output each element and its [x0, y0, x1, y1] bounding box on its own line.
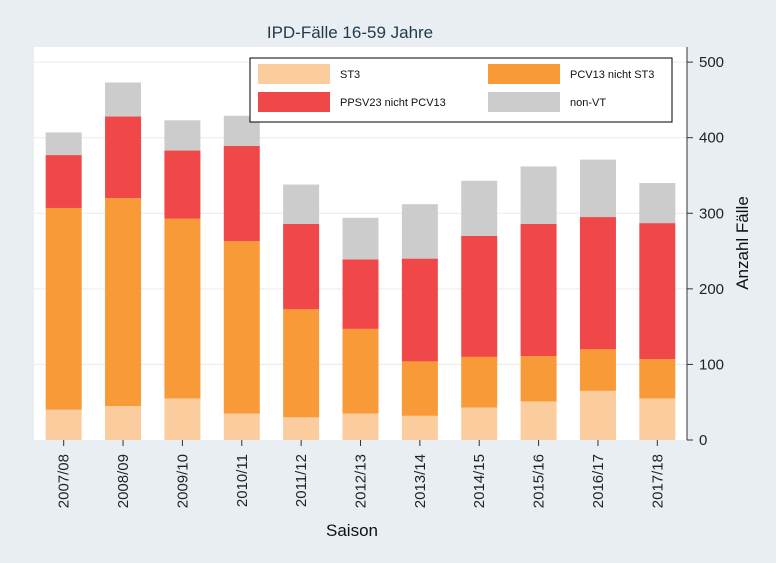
legend-label-2: PPSV23 nicht PCV13: [340, 97, 446, 109]
y-tick-label-400: 400: [699, 130, 724, 147]
bar-2012-13-series-0: [342, 413, 379, 440]
bar-2016-17-series-2: [579, 217, 616, 350]
y-tick-label-100: 100: [699, 356, 724, 373]
bar-2017-18-series-0: [639, 398, 676, 440]
x-tick-label: 2009/10: [174, 454, 191, 508]
y-tick-label-0: 0: [699, 432, 707, 449]
x-tick-label: 2011/12: [293, 454, 310, 507]
legend-swatch-3: [488, 92, 560, 112]
y-axis-ticks: 0 100 200 300 400 500: [687, 54, 724, 449]
legend-label-3: non-VT: [570, 97, 606, 109]
x-tick-label: 2012/13: [353, 454, 370, 508]
x-axis-ticks: 2007/08 2008/09 2009/10 2010/11 2011/12 2012/…: [56, 440, 666, 508]
y-tick-label-200: 200: [699, 281, 724, 298]
bar-2016-17-series-3: [579, 159, 616, 218]
legend: ST3 PCV13 nicht ST3 PPSV23 nicht PCV13 non-…: [249, 57, 673, 123]
bar-2014-15-series-3: [461, 180, 498, 236]
x-tick-label: 2017/18: [649, 454, 666, 508]
bar-2011-12-series-3: [283, 184, 320, 224]
legend-label-1: PCV13 nicht ST3: [570, 69, 654, 81]
bar-2013-14-series-2: [401, 258, 438, 362]
bar-2013-14-series-1: [401, 361, 438, 416]
x-tick-label: 2010/11: [234, 454, 251, 507]
legend-swatch-2: [258, 92, 330, 112]
bar-2011-12-series-1: [283, 309, 320, 418]
y-tick-label-500: 500: [699, 54, 724, 71]
x-axis-title: Saison: [326, 521, 378, 540]
bar-2013-14-series-0: [401, 415, 438, 440]
bar-2007-08-series-3: [45, 132, 82, 156]
legend-label-0: ST3: [340, 69, 360, 81]
chart-title: IPD-Fälle 16-59 Jahre: [267, 23, 433, 42]
bar-2015-16-series-3: [520, 166, 557, 224]
x-tick-label: 2016/17: [590, 454, 607, 508]
bar-2010-11-series-1: [223, 241, 260, 414]
bar-2012-13-series-2: [342, 259, 379, 329]
bar-2009-10-series-0: [164, 398, 201, 440]
bar-2009-10-series-1: [164, 218, 201, 399]
bar-2015-16-series-2: [520, 223, 557, 357]
bar-2008-09-series-2: [105, 116, 142, 199]
bar-2012-13-series-3: [342, 217, 379, 260]
x-tick-label: 2015/16: [531, 454, 548, 508]
bar-2008-09-series-3: [105, 82, 142, 117]
bar-2009-10-series-2: [164, 150, 201, 219]
y-tick-label-300: 300: [699, 205, 724, 222]
bar-2014-15-series-0: [461, 407, 498, 440]
bar-2016-17-series-1: [579, 349, 616, 391]
bar-2013-14-series-3: [401, 204, 438, 259]
bar-2007-08-series-1: [45, 207, 82, 410]
bar-2007-08-series-2: [45, 155, 82, 208]
bar-2017-18-series-1: [639, 359, 676, 399]
bar-2010-11-series-2: [223, 146, 260, 242]
bars: [45, 82, 676, 440]
x-tick-label: 2013/14: [412, 454, 429, 508]
x-tick-label: 2008/09: [115, 454, 132, 508]
bar-2017-18-series-3: [639, 183, 676, 224]
bar-2007-08-series-0: [45, 409, 82, 440]
bar-2008-09-series-1: [105, 198, 142, 406]
bar-2011-12-series-2: [283, 223, 320, 310]
bar-2011-12-series-0: [283, 417, 320, 440]
x-tick-label: 2014/15: [471, 454, 488, 508]
x-tick-label: 2007/08: [56, 454, 73, 508]
bar-2016-17-series-0: [579, 390, 616, 440]
bar-2008-09-series-0: [105, 405, 142, 440]
bar-2014-15-series-2: [461, 235, 498, 357]
legend-swatch-0: [258, 64, 330, 84]
bar-2015-16-series-0: [520, 401, 557, 440]
y-axis-title: Anzahl Fälle: [733, 196, 752, 290]
bar-2014-15-series-1: [461, 356, 498, 408]
bar-2009-10-series-3: [164, 120, 201, 151]
bar-2012-13-series-1: [342, 328, 379, 414]
bar-2017-18-series-2: [639, 223, 676, 360]
legend-swatch-1: [488, 64, 560, 84]
bar-2015-16-series-1: [520, 356, 557, 402]
bar-2010-11-series-0: [223, 413, 260, 440]
